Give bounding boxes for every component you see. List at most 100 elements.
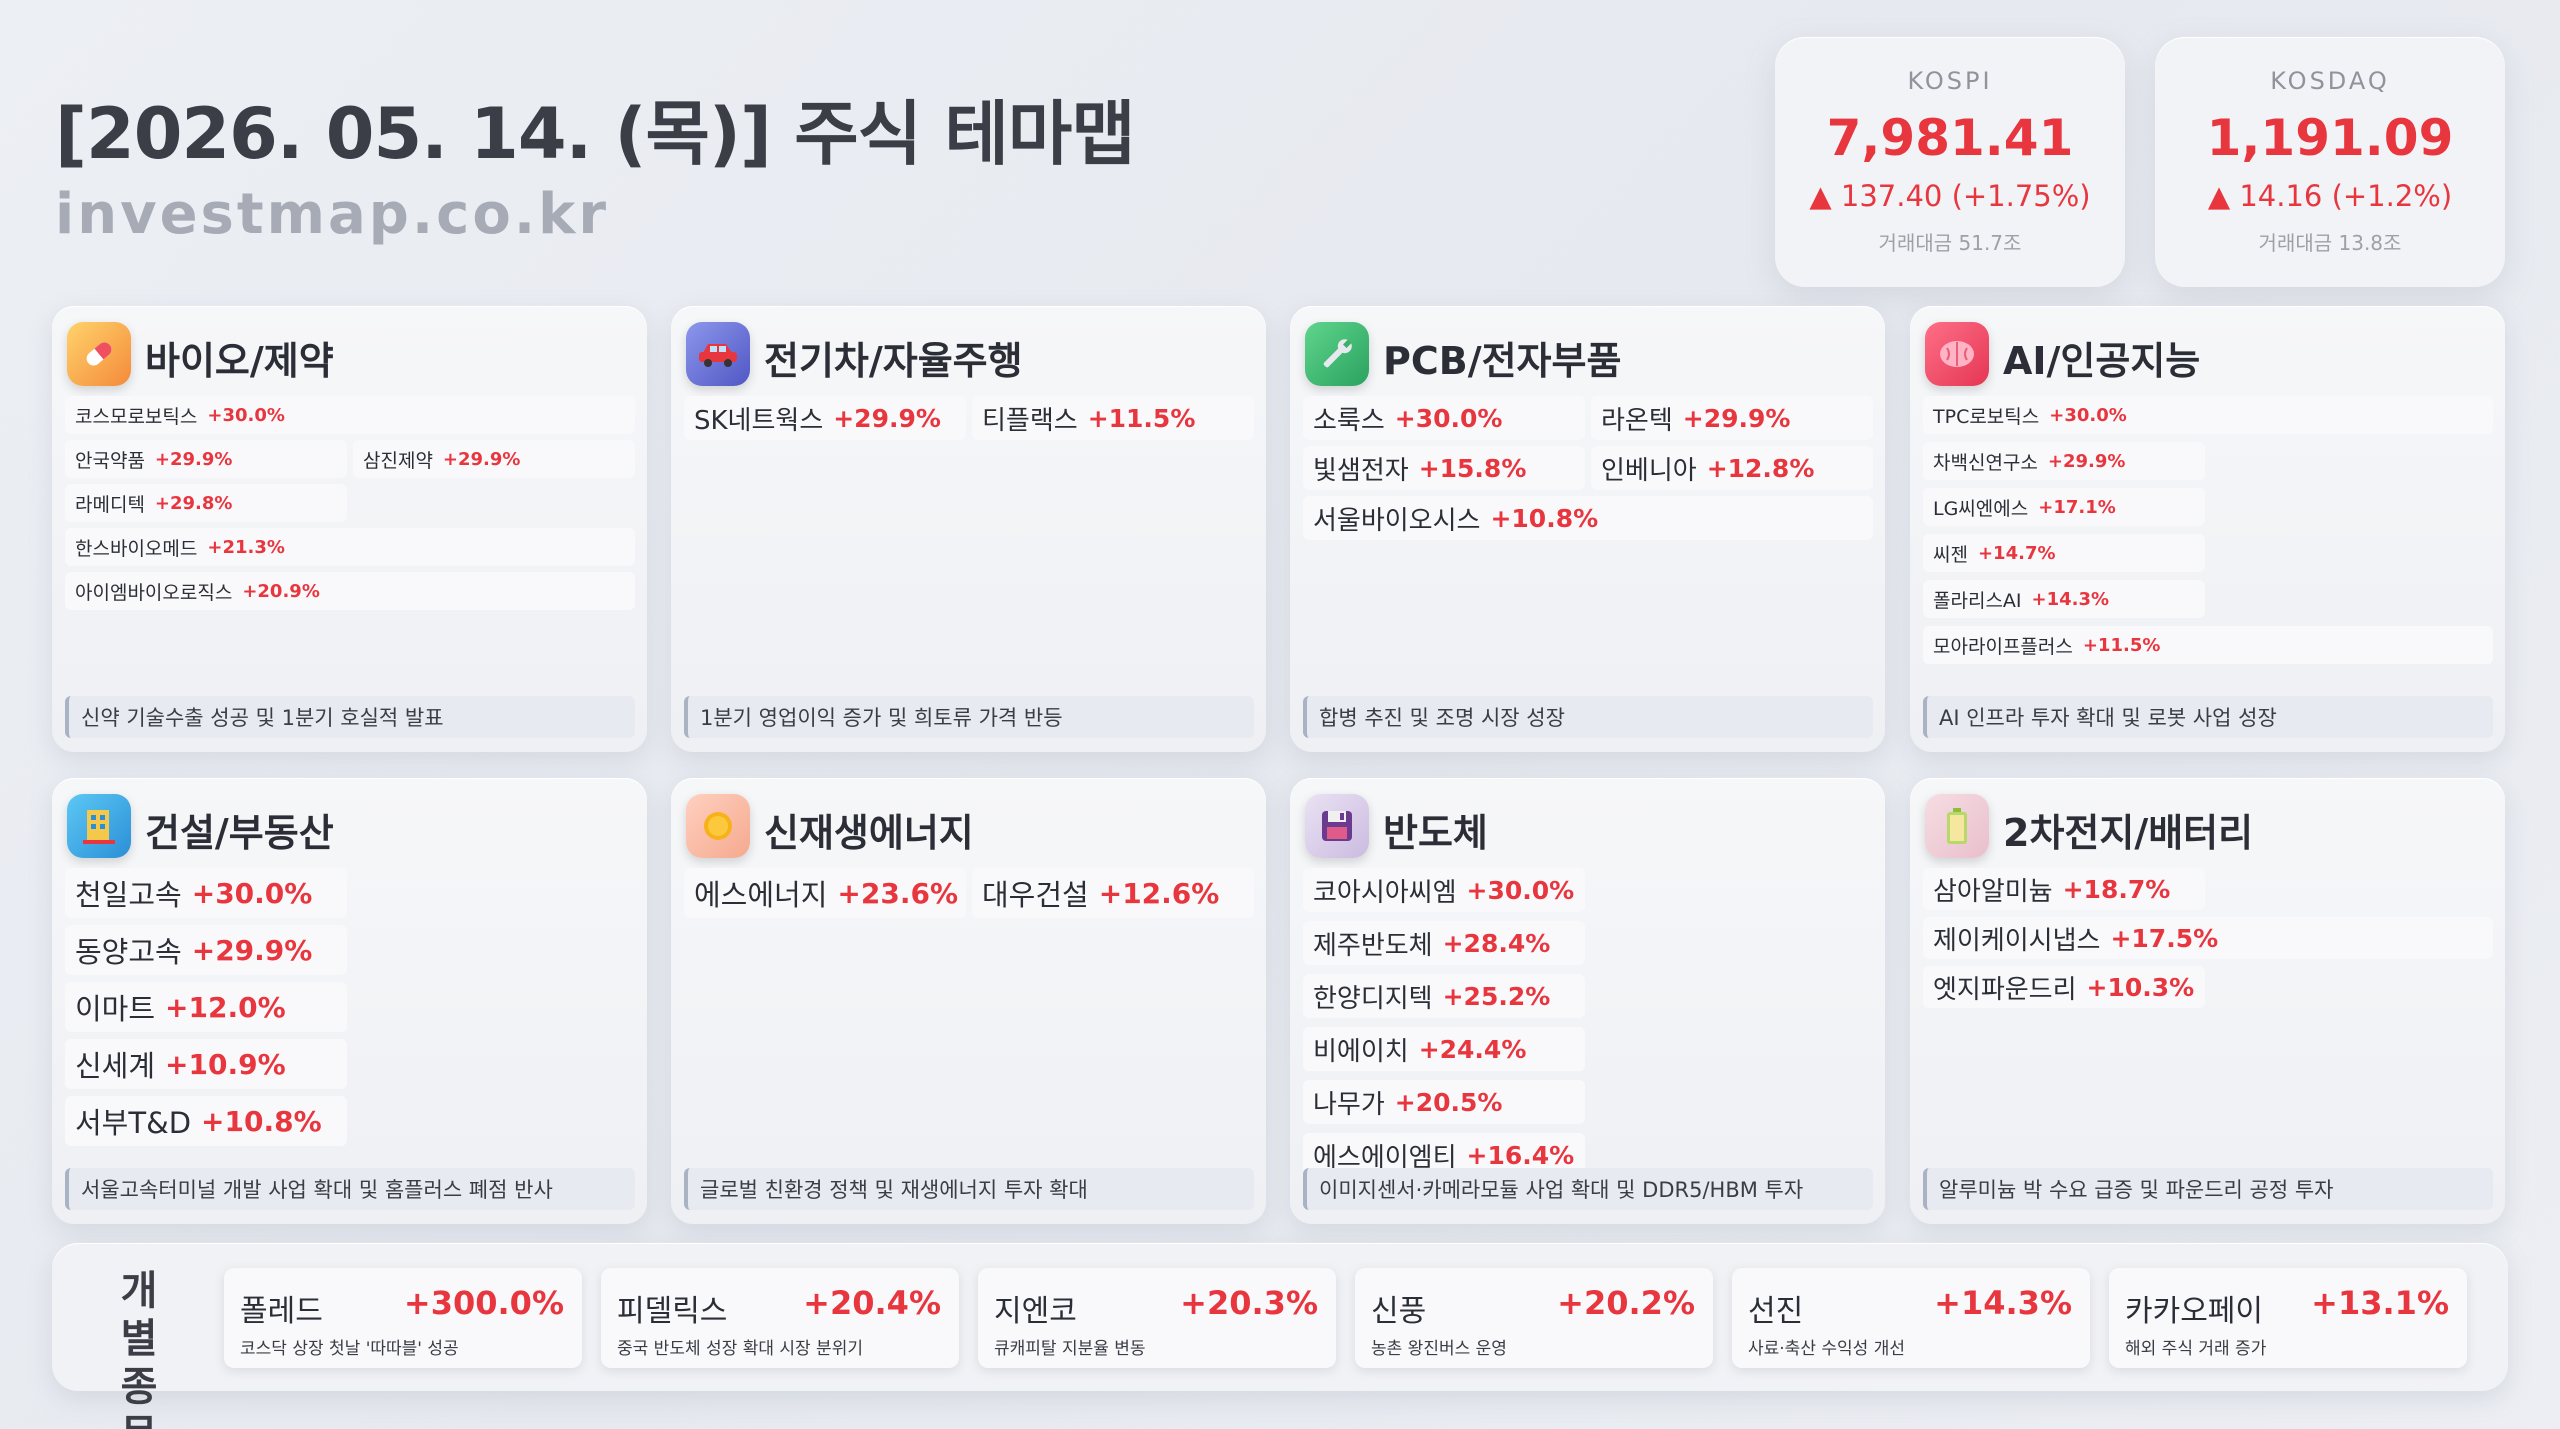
stock-reason: 사료·축산 수익성 개선 [1748,1339,1905,1359]
stock-item: 모아라이프플러스 +11.5% [1923,626,2493,664]
stock-item: 삼진제약 +29.9% [353,440,635,478]
battery-icon [1925,794,1989,858]
stock-change: +20.4% [803,1284,941,1322]
stock-item: SK네트웍스 +29.9% [684,396,966,440]
individual-stock-card: 폴레드 +300.0% 코스닥 상장 첫날 '따따블' 성공 [224,1268,582,1368]
stock-change: +13.1% [2311,1284,2449,1322]
stock-change: +20.3% [1180,1284,1318,1322]
theme-card-bio: 바이오/제약 코스모로보틱스 +30.0% 안국약품 +29.9% 삼진제약 +29.… [52,306,647,752]
individual-stock-card: 지엔코 +20.3% 큐캐피탈 지분율 변동 [978,1268,1336,1368]
theme-title: 건설/부동산 [145,811,334,855]
stock-reason: 해외 주식 거래 증가 [2125,1339,2267,1359]
stock-reason: 큐캐피탈 지분율 변동 [994,1339,1146,1359]
stock-item: 에스에너지 +23.6% [684,868,966,918]
stock-item: 서부T&D +10.8% [65,1096,347,1146]
stock-name: 신풍 [1371,1294,1427,1329]
brain-icon [1925,322,1989,386]
stock-change: +300.0% [403,1284,564,1322]
theme-description: 1분기 영업이익 증가 및 희토류 가격 반등 [684,696,1254,738]
theme-card-ev: 전기차/자율주행 SK네트웍스 +29.9% 티플랙스 +11.5% 1분기 영업이… [671,306,1266,752]
theme-description: 글로벌 친환경 정책 및 재생에너지 투자 확대 [684,1168,1254,1210]
stock-item: 비에이치 +24.4% [1303,1027,1585,1071]
stock-reason: 코스닥 상장 첫날 '따따블' 성공 [240,1339,459,1359]
kosdaq-card: KOSDAQ 1,191.09 ▲ 14.16 (+1.2%) 거래대금 13.… [2155,37,2505,287]
theme-card-battery: 2차전지/배터리 삼아알미늄 +18.7% 제이케이시냅스 +17.5% 엣지파운드… [1910,778,2505,1224]
index-volume: 거래대금 51.7조 [1878,231,2022,255]
theme-title: 2차전지/배터리 [2003,811,2254,855]
stock-reason: 농촌 왕진버스 운영 [1371,1339,1507,1359]
sun-icon [686,794,750,858]
stock-item: 이마트 +12.0% [65,982,347,1032]
stock-item: 동양고속 +29.9% [65,925,347,975]
index-volume: 거래대금 13.8조 [2258,231,2402,255]
stock-name: 지엔코 [994,1294,1077,1329]
theme-description: 신약 기술수출 성공 및 1분기 호실적 발표 [65,696,635,738]
stock-item: 서울바이오시스 +10.8% [1303,496,1873,540]
site-url: investmap.co.kr [55,182,609,247]
theme-title: 전기차/자율주행 [764,339,1023,383]
index-change: ▲ 14.16 (+1.2%) [2207,179,2453,213]
stock-item: 차백신연구소 +29.9% [1923,442,2205,480]
theme-title: 바이오/제약 [145,339,334,383]
stock-item: 안국약품 +29.9% [65,440,347,478]
stock-item: 대우건설 +12.6% [972,868,1254,918]
stock-item: 제주반도체 +28.4% [1303,921,1585,965]
theme-card-energy: 신재생에너지 에스에너지 +23.6% 대우건설 +12.6% 글로벌 친환경 정책… [671,778,1266,1224]
theme-description: 합병 추진 및 조명 시장 성장 [1303,696,1873,738]
stock-item: 소룩스 +30.0% [1303,396,1585,440]
stock-item: 엣지파운드리 +10.3% [1923,966,2205,1008]
theme-description: 이미지센서·카메라모듈 사업 확대 및 DDR5/HBM 투자 [1303,1168,1873,1210]
stock-item: 빛샘전자 +15.8% [1303,446,1585,490]
stock-reason: 중국 반도체 성장 확대 시장 분위기 [617,1339,863,1359]
stock-name: 폴레드 [240,1294,323,1329]
index-value: 1,191.09 [2206,109,2454,167]
index-name: KOSPI [1907,67,1993,95]
individual-stock-card: 카카오페이 +13.1% 해외 주식 거래 증가 [2109,1268,2467,1368]
stock-item: 한스바이오메드 +21.3% [65,528,635,566]
individual-stock-card: 신풍 +20.2% 농촌 왕진버스 운영 [1355,1268,1713,1368]
stock-item: 씨젠 +14.7% [1923,534,2205,572]
theme-description: 알루미늄 박 수요 급증 및 파운드리 공정 투자 [1923,1168,2493,1210]
theme-card-construction: 건설/부동산 천일고속 +30.0% 동양고속 +29.9% 이마트 +12.0% 신… [52,778,647,1224]
wrench-icon [1305,322,1369,386]
stock-name: 피델릭스 [617,1294,728,1329]
stock-item: 제이케이시냅스 +17.5% [1923,917,2493,959]
index-value: 7,981.41 [1826,109,2074,167]
stock-item: 코아시아씨엠 +30.0% [1303,868,1585,912]
theme-description: AI 인프라 투자 확대 및 로봇 사업 성장 [1923,696,2493,738]
stock-item: 폴라리스AI +14.3% [1923,580,2205,618]
stock-item: 라메디텍 +29.8% [65,484,347,522]
car-icon [686,322,750,386]
kospi-card: KOSPI 7,981.41 ▲ 137.40 (+1.75%) 거래대금 51… [1775,37,2125,287]
theme-card-ai: AI/인공지능 TPC로보틱스 +30.0% 차백신연구소 +29.9% LG씨엔에… [1910,306,2505,752]
theme-title: 신재생에너지 [764,811,974,855]
stock-item: 코스모로보틱스 +30.0% [65,396,635,434]
stock-item: 라온텍 +29.9% [1591,396,1873,440]
stock-change: +20.2% [1557,1284,1695,1322]
stock-item: TPC로보틱스 +30.0% [1923,396,2493,434]
stock-item: 인베니아 +12.8% [1591,446,1873,490]
individual-stock-card: 선진 +14.3% 사료·축산 수익성 개선 [1732,1268,2090,1368]
stock-item: 신세계 +10.9% [65,1039,347,1089]
stock-item: 아이엠바이오로직스 +20.9% [65,572,635,610]
theme-title: AI/인공지능 [2003,339,2201,383]
pill-icon [67,322,131,386]
stock-change: +14.3% [1934,1284,2072,1322]
stock-item: 티플랙스 +11.5% [972,396,1254,440]
individual-stocks-label: 개 별 종 목 [120,1268,164,1429]
theme-card-pcb: PCB/전자부품 소룩스 +30.0% 라온텍 +29.9% 빛샘전자 +15.8% … [1290,306,1885,752]
chip-icon [1305,794,1369,858]
individual-stocks-bar: 개 별 종 목 폴레드 +300.0% 코스닥 상장 첫날 '따따블' 성공 피… [52,1243,2508,1429]
theme-card-semiconductor: 반도체 코아시아씨엠 +30.0% 제주반도체 +28.4% 한양디지텍 +25.2%… [1290,778,1885,1224]
building-icon [67,794,131,858]
stock-item: 삼아알미늄 +18.7% [1923,868,2205,910]
stock-item: 한양디지텍 +25.2% [1303,974,1585,1018]
stock-name: 카카오페이 [2125,1294,2263,1329]
stock-item: 천일고속 +30.0% [65,868,347,918]
individual-stock-card: 피델릭스 +20.4% 중국 반도체 성장 확대 시장 분위기 [601,1268,959,1368]
stock-item: 나무가 +20.5% [1303,1080,1585,1124]
theme-title: PCB/전자부품 [1383,339,1622,383]
stock-name: 선진 [1748,1294,1804,1329]
theme-title: 반도체 [1383,811,1488,855]
page-title: [2026. 05. 14. (목)] 주식 테마맵 [55,93,1136,175]
